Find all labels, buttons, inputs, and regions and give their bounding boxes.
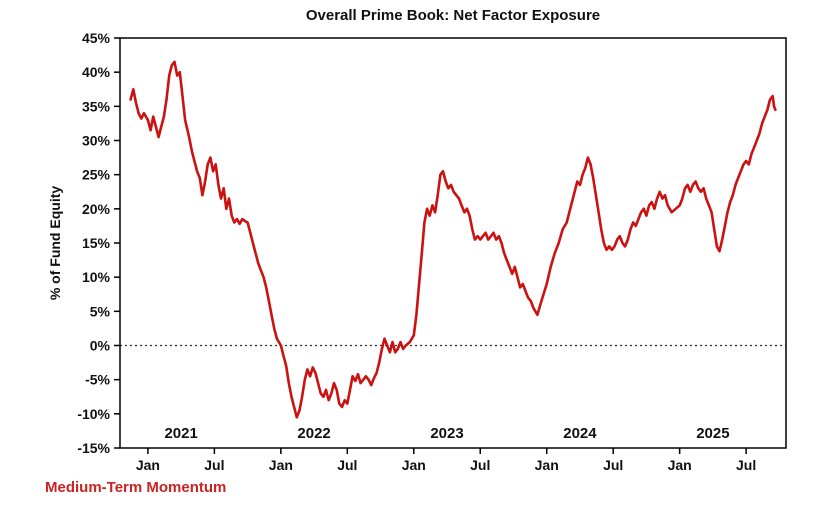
svg-text:30%: 30% — [82, 133, 111, 149]
svg-text:20%: 20% — [82, 201, 111, 217]
svg-text:5%: 5% — [90, 303, 111, 319]
svg-text:Jul: Jul — [603, 457, 623, 473]
svg-text:-15%: -15% — [77, 440, 110, 456]
svg-text:45%: 45% — [82, 30, 111, 46]
svg-text:2024: 2024 — [563, 425, 597, 442]
svg-text:35%: 35% — [82, 98, 111, 114]
svg-text:25%: 25% — [82, 167, 111, 183]
legend-label: Medium-Term Momentum — [45, 479, 227, 496]
svg-text:-10%: -10% — [77, 406, 110, 422]
svg-text:-5%: -5% — [85, 372, 110, 388]
svg-text:Jul: Jul — [204, 457, 224, 473]
svg-text:Jan: Jan — [402, 457, 426, 473]
svg-text:2023: 2023 — [430, 425, 463, 442]
chart-title: Overall Prime Book: Net Factor Exposure — [305, 7, 601, 24]
svg-text:Jul: Jul — [337, 457, 357, 473]
svg-text:2025: 2025 — [696, 425, 729, 442]
svg-text:2021: 2021 — [164, 425, 197, 442]
svg-text:Jul: Jul — [470, 457, 490, 473]
svg-text:0%: 0% — [90, 338, 111, 354]
svg-text:10%: 10% — [82, 269, 111, 285]
svg-text:15%: 15% — [82, 235, 111, 251]
svg-text:Jan: Jan — [668, 457, 692, 473]
svg-text:Jan: Jan — [535, 457, 559, 473]
svg-text:Jul: Jul — [736, 457, 756, 473]
svg-text:40%: 40% — [82, 64, 111, 80]
y-axis-title: % of Fund Equity — [47, 185, 63, 301]
svg-text:2022: 2022 — [297, 425, 330, 442]
svg-text:Jan: Jan — [269, 457, 293, 473]
svg-text:Jan: Jan — [136, 457, 160, 473]
